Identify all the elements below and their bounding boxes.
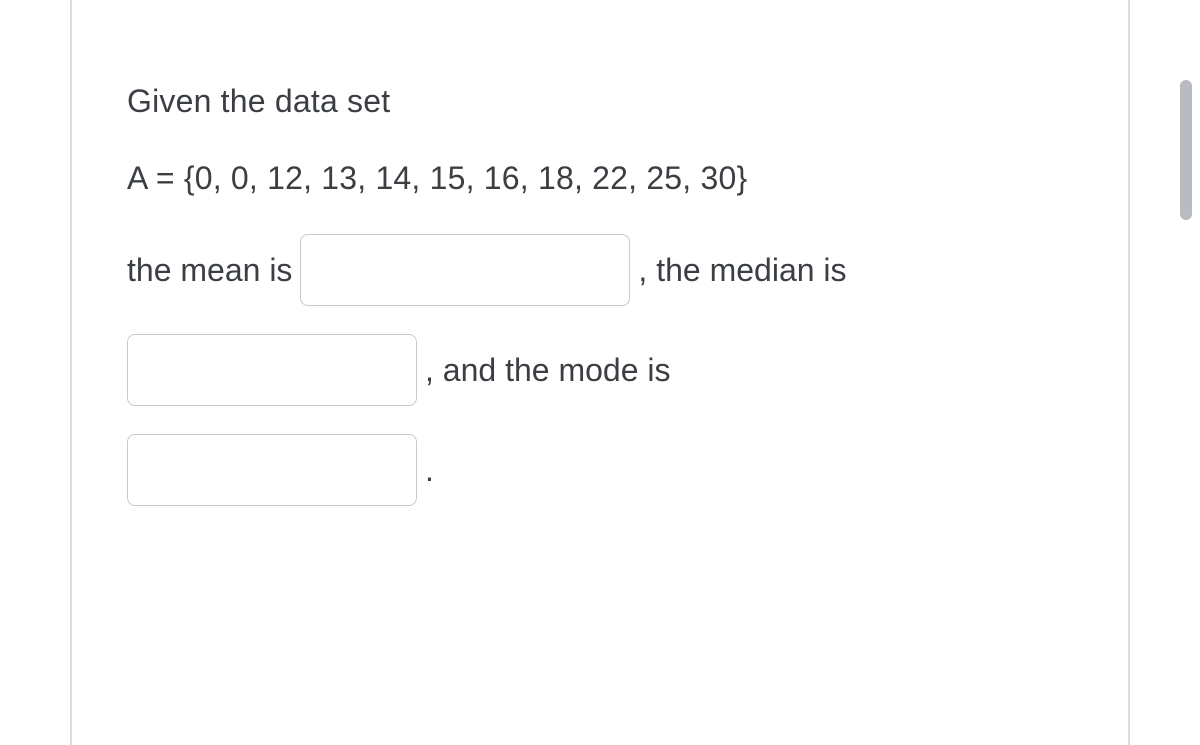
median-input[interactable] bbox=[127, 334, 417, 406]
answer-row-1: the mean is , the median is bbox=[127, 234, 1073, 306]
mode-input[interactable] bbox=[127, 434, 417, 506]
terminal-period: . bbox=[425, 452, 434, 489]
viewport: Given the data set A = {0, 0, 12, 13, 14… bbox=[0, 0, 1200, 745]
question-panel: Given the data set A = {0, 0, 12, 13, 14… bbox=[70, 0, 1130, 745]
mode-label: , and the mode is bbox=[425, 352, 670, 389]
data-set-expression: A = {0, 0, 12, 13, 14, 15, 16, 18, 22, 2… bbox=[127, 157, 1073, 200]
scrollbar-thumb[interactable] bbox=[1180, 80, 1192, 220]
answer-row-3: . bbox=[127, 434, 1073, 506]
question-intro: Given the data set bbox=[127, 80, 1073, 123]
mean-label: the mean is bbox=[127, 252, 292, 289]
mean-input[interactable] bbox=[300, 234, 630, 306]
answer-row-2: , and the mode is bbox=[127, 334, 1073, 406]
median-label: , the median is bbox=[638, 252, 846, 289]
